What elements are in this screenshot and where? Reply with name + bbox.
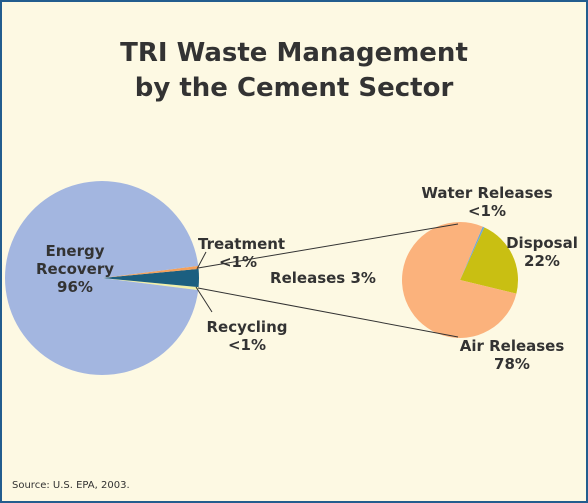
value-label: 96% bbox=[57, 278, 93, 296]
slice-label: Recycling <1% bbox=[202, 318, 292, 354]
slice-label: Energy Recovery 96% bbox=[20, 242, 130, 296]
value-label: 22% bbox=[524, 252, 560, 270]
connector-line bbox=[197, 287, 459, 338]
category-label: Air Releases bbox=[459, 337, 565, 355]
value-label: 78% bbox=[494, 355, 530, 373]
source-note: Source: U.S. EPA, 2003. bbox=[12, 480, 130, 491]
leader-line bbox=[195, 286, 213, 313]
category-label: Treatment bbox=[198, 235, 286, 253]
category-label: Water Releases bbox=[421, 184, 553, 202]
slice-label: Disposal 22% bbox=[502, 234, 582, 270]
value-label: 3% bbox=[350, 269, 376, 287]
category-label: Releases bbox=[270, 269, 346, 287]
value-label: <1% bbox=[227, 336, 267, 354]
slice-label: Releases 3% bbox=[258, 269, 388, 287]
title-line: TRI Waste Management bbox=[120, 38, 468, 68]
slice-label: Air Releases 78% bbox=[442, 337, 582, 373]
category-label: Energy Recovery bbox=[35, 242, 115, 278]
pie-slice bbox=[460, 227, 518, 294]
slice-label: Treatment <1% bbox=[198, 235, 285, 271]
value-label: <1% bbox=[218, 253, 258, 271]
pie-slice bbox=[401, 221, 517, 338]
pie-slice bbox=[102, 268, 199, 288]
slice-label: Water Releases <1% bbox=[412, 184, 562, 220]
connector-line bbox=[197, 223, 459, 269]
pie-slice bbox=[4, 180, 199, 375]
category-label: Recycling bbox=[206, 318, 288, 336]
pie-slice bbox=[102, 265, 199, 278]
category-label: Disposal bbox=[506, 234, 578, 252]
leader-line bbox=[196, 251, 207, 270]
pie-slice bbox=[460, 226, 485, 280]
pie-slice bbox=[102, 278, 199, 291]
chart-title: TRI Waste Management by the Cement Sector bbox=[2, 36, 586, 106]
value-label: <1% bbox=[467, 202, 507, 220]
subtitle-line: by the Cement Sector bbox=[134, 73, 454, 103]
